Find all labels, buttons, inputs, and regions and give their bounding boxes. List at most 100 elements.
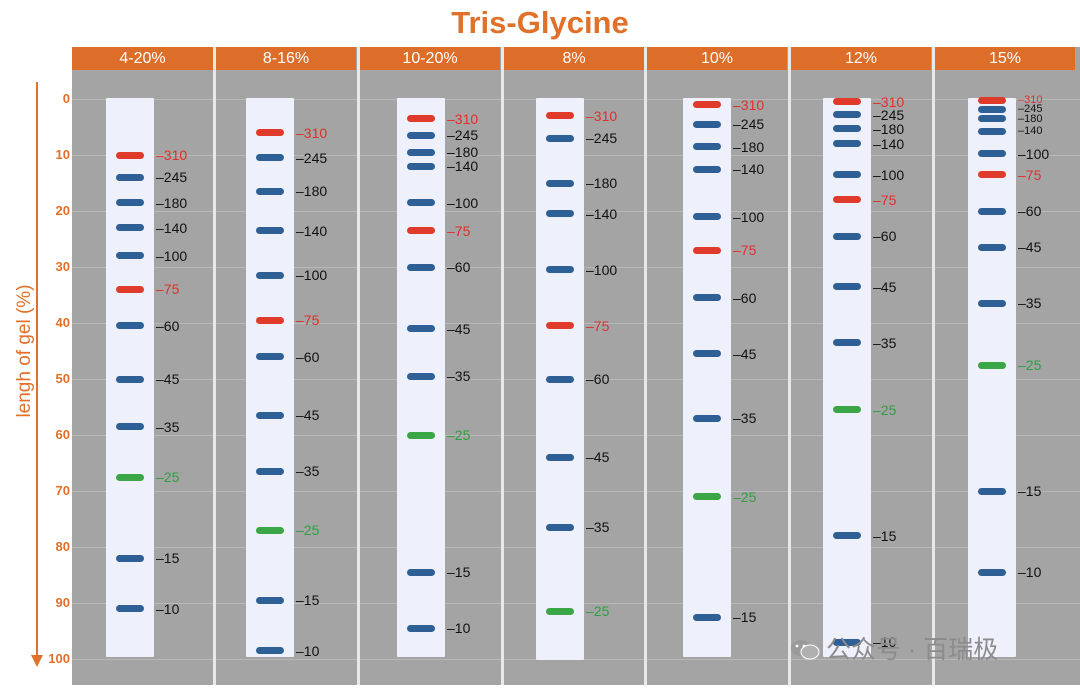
marker-band bbox=[256, 317, 284, 324]
marker-band bbox=[546, 266, 574, 273]
column-separator bbox=[788, 47, 791, 685]
marker-band bbox=[693, 166, 721, 173]
marker-band bbox=[546, 180, 574, 187]
marker-band bbox=[546, 608, 574, 615]
marker-band bbox=[116, 286, 144, 293]
band-label: –35 bbox=[586, 519, 610, 535]
marker-band bbox=[978, 488, 1006, 495]
band-label: –310 bbox=[1018, 94, 1043, 106]
gel-lane bbox=[246, 98, 294, 657]
band-label: –140 bbox=[586, 206, 618, 222]
y-axis-label: lengh of gel (%) bbox=[14, 284, 35, 418]
marker-band bbox=[978, 150, 1006, 157]
marker-band bbox=[116, 174, 144, 181]
marker-band bbox=[116, 555, 144, 562]
marker-band bbox=[407, 115, 435, 122]
marker-band bbox=[978, 171, 1006, 178]
marker-band bbox=[116, 199, 144, 206]
marker-band bbox=[546, 322, 574, 329]
band-label: –25 bbox=[447, 427, 471, 443]
marker-band bbox=[978, 244, 1006, 251]
band-label: –10 bbox=[296, 643, 320, 659]
marker-band bbox=[407, 132, 435, 139]
column-separator bbox=[501, 47, 504, 685]
band-label: –60 bbox=[586, 371, 610, 387]
band-label: –35 bbox=[296, 463, 320, 479]
marker-band bbox=[978, 115, 1006, 122]
band-label: –75 bbox=[873, 192, 897, 208]
marker-band bbox=[407, 149, 435, 156]
watermark: 公众号 · 百瑞极 bbox=[790, 630, 998, 666]
band-label: –310 bbox=[733, 97, 765, 113]
marker-band bbox=[833, 639, 861, 646]
marker-band bbox=[407, 625, 435, 632]
marker-band bbox=[256, 527, 284, 534]
band-label: –180 bbox=[586, 175, 618, 191]
marker-band bbox=[833, 125, 861, 132]
band-label: –60 bbox=[733, 290, 757, 306]
y-axis-line bbox=[36, 82, 38, 658]
marker-band bbox=[546, 376, 574, 383]
marker-band bbox=[116, 224, 144, 231]
y-tick-label: 40 bbox=[55, 315, 70, 330]
y-tick-label: 90 bbox=[55, 595, 70, 610]
marker-band bbox=[256, 412, 284, 419]
y-tick-label: 30 bbox=[55, 259, 70, 274]
marker-band bbox=[407, 264, 435, 271]
marker-band bbox=[978, 208, 1006, 215]
band-label: –15 bbox=[1018, 483, 1042, 499]
band-label: –310 bbox=[873, 94, 905, 110]
band-label: –45 bbox=[1018, 239, 1042, 255]
column-separator bbox=[357, 47, 360, 685]
marker-band bbox=[978, 128, 1006, 135]
y-tick-label: 80 bbox=[55, 539, 70, 554]
band-label: –25 bbox=[733, 489, 757, 505]
band-label: –180 bbox=[447, 144, 479, 160]
marker-band bbox=[693, 614, 721, 621]
marker-band bbox=[256, 129, 284, 136]
band-label: –60 bbox=[873, 228, 897, 244]
band-label: –35 bbox=[447, 368, 471, 384]
column-separator bbox=[644, 47, 647, 685]
band-label: –245 bbox=[586, 130, 618, 146]
band-label: –140 bbox=[156, 220, 188, 236]
gel-header: 8% bbox=[504, 47, 644, 70]
gel-lane bbox=[683, 98, 731, 657]
band-label: –35 bbox=[873, 335, 897, 351]
marker-band bbox=[116, 152, 144, 159]
column-separator bbox=[932, 47, 935, 685]
band-label: –245 bbox=[296, 150, 328, 166]
marker-band bbox=[693, 101, 721, 108]
y-tick-label: 20 bbox=[55, 203, 70, 218]
band-label: –310 bbox=[447, 111, 479, 127]
marker-band bbox=[693, 493, 721, 500]
y-tick-label: 70 bbox=[55, 483, 70, 498]
band-label: –10 bbox=[1018, 564, 1042, 580]
marker-band bbox=[833, 111, 861, 118]
band-label: –45 bbox=[586, 449, 610, 465]
marker-band bbox=[833, 406, 861, 413]
marker-band bbox=[546, 135, 574, 142]
band-label: –75 bbox=[586, 318, 610, 334]
marker-band bbox=[256, 353, 284, 360]
band-label: –100 bbox=[156, 248, 188, 264]
band-label: –100 bbox=[873, 167, 905, 183]
marker-band bbox=[407, 199, 435, 206]
marker-band bbox=[693, 415, 721, 422]
band-label: –10 bbox=[873, 634, 897, 650]
marker-band bbox=[546, 524, 574, 531]
wechat-icon bbox=[790, 639, 820, 661]
band-label: –25 bbox=[873, 402, 897, 418]
band-label: –140 bbox=[733, 161, 765, 177]
marker-band bbox=[116, 376, 144, 383]
marker-band bbox=[833, 339, 861, 346]
band-label: –15 bbox=[733, 609, 757, 625]
band-label: –180 bbox=[1018, 113, 1043, 125]
band-label: –310 bbox=[156, 147, 188, 163]
band-label: –100 bbox=[447, 195, 479, 211]
band-label: –75 bbox=[296, 312, 320, 328]
marker-band bbox=[978, 300, 1006, 307]
band-label: –310 bbox=[296, 125, 328, 141]
gel-header: 15% bbox=[935, 47, 1075, 70]
band-label: –245 bbox=[733, 116, 765, 132]
